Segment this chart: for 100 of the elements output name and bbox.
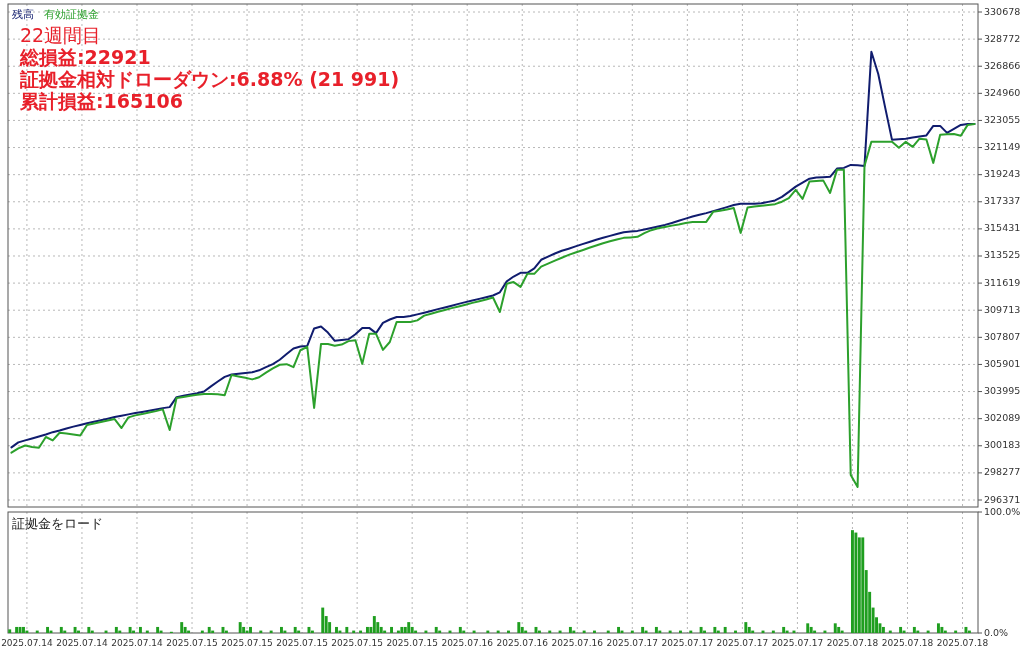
y-tick-label: 298277 — [984, 466, 1021, 478]
y-tick-label: 313525 — [984, 249, 1021, 261]
bar — [8, 629, 12, 633]
bar — [617, 626, 621, 633]
bar — [837, 626, 841, 633]
bar — [335, 626, 338, 633]
x-tick-label: 2025.07.14 — [1, 637, 53, 648]
bar — [654, 626, 658, 633]
y-tick-label: 305901 — [984, 357, 1021, 369]
bar — [407, 622, 411, 633]
x-tick-label: 2025.07.15 — [221, 637, 273, 648]
bar — [156, 626, 160, 633]
bar — [912, 626, 916, 633]
annotation: 証拠金相対ドローダウン:6.88% (21 991) — [19, 68, 400, 90]
line-series — [10, 122, 976, 488]
bar — [87, 626, 91, 633]
bar — [321, 607, 325, 633]
bar — [806, 623, 810, 633]
bar — [400, 626, 404, 633]
y-tick-label: 302089 — [984, 412, 1021, 424]
bar — [850, 530, 854, 633]
bar — [458, 626, 462, 633]
bar — [390, 626, 393, 633]
bar — [280, 626, 283, 633]
x-tick-label: 2025.07.16 — [496, 637, 549, 648]
x-tick-label: 2025.07.14 — [56, 637, 108, 648]
bar — [180, 622, 184, 633]
bar — [747, 626, 751, 633]
y-tick-label: 307807 — [984, 330, 1021, 342]
bar — [403, 626, 407, 633]
bar — [59, 626, 63, 633]
bar — [379, 626, 383, 633]
bar — [73, 626, 77, 633]
bar — [517, 622, 521, 633]
y-tick-label: 300183 — [984, 439, 1021, 451]
x-tick-label: 2025.07.14 — [111, 637, 164, 648]
bar — [249, 626, 252, 633]
bar — [520, 626, 524, 633]
bar — [713, 626, 717, 633]
bar — [699, 626, 703, 633]
y-tick-label: 296371 — [984, 493, 1021, 505]
bar — [22, 626, 25, 633]
annotation: 22週間目 — [20, 24, 102, 46]
bar — [238, 622, 242, 633]
text: 残高 — [12, 8, 34, 21]
y-tick-label: 328772 — [984, 32, 1021, 44]
x-tick-label: 2025.07.17 — [771, 637, 824, 648]
bar — [641, 626, 645, 633]
x-tick-label: 2025.07.17 — [606, 637, 659, 648]
bar — [782, 626, 786, 633]
x-tick-label: 2025.07.18 — [826, 637, 879, 648]
bar — [833, 623, 837, 633]
bar — [138, 626, 142, 633]
bar — [410, 626, 414, 633]
y-tick-label: 315431 — [984, 222, 1021, 234]
x-tick-label: 2025.07.18 — [881, 637, 934, 648]
y-tick-label: 317337 — [984, 195, 1021, 207]
bar — [568, 626, 572, 633]
x-tick-label: 2025.07.16 — [441, 637, 494, 648]
x-tick-label: 2025.07.17 — [716, 637, 769, 648]
bar — [964, 626, 968, 633]
x-tick-label: 2025.07.16 — [551, 637, 604, 648]
y-tick-label: 311619 — [984, 276, 1021, 288]
text: 有効証拠金 — [44, 8, 99, 21]
bar — [345, 626, 349, 633]
bar — [372, 616, 376, 633]
y-tick-label: 100.0% — [984, 505, 1021, 517]
bar — [940, 626, 944, 633]
annotation: 総損益:22921 — [19, 46, 151, 68]
y-tick-label: 309713 — [984, 303, 1021, 315]
bar — [242, 626, 246, 633]
x-tick-label: 2025.07.15 — [276, 637, 328, 648]
chart-title: 証拠金をロード — [12, 516, 103, 531]
x-tick-label: 2025.07.18 — [936, 637, 989, 648]
y-tick-label: 323055 — [984, 113, 1021, 125]
bar — [723, 626, 727, 633]
bar — [365, 626, 369, 633]
y-tick-label: 326866 — [984, 59, 1021, 71]
y-tick-label: 330678 — [984, 5, 1021, 17]
bar — [46, 626, 50, 633]
bar — [434, 626, 438, 633]
bar — [861, 537, 865, 633]
bar — [114, 626, 118, 633]
bar — [15, 626, 19, 633]
x-tick-label: 2025.07.15 — [166, 637, 218, 648]
y-tick-label: 324960 — [984, 86, 1021, 98]
bar — [18, 626, 22, 633]
bar — [744, 622, 748, 633]
x-tick-label: 2025.07.15 — [331, 637, 383, 648]
bar — [207, 626, 211, 633]
bar — [857, 537, 861, 633]
x-tick-label: 2025.07.17 — [661, 637, 714, 648]
bar — [936, 623, 940, 633]
annotation: 累計損益:165106 — [19, 90, 183, 112]
bar — [183, 626, 187, 633]
bar — [128, 626, 132, 633]
y-tick-label: 0.0% — [984, 626, 1009, 638]
bar — [899, 626, 903, 633]
bar — [854, 532, 858, 633]
x-tick-label: 2025.07.15 — [386, 637, 438, 648]
